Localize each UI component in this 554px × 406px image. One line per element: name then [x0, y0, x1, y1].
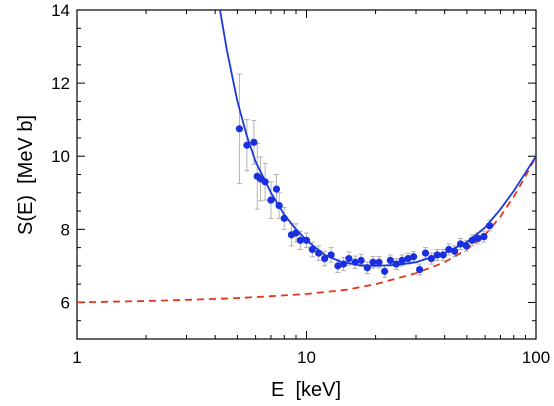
y-tick-label: 14	[51, 1, 70, 20]
data-point	[292, 229, 300, 237]
y-axis-title: S(E) [MeV b]	[15, 115, 37, 235]
data-point	[327, 251, 335, 259]
fit-curve	[219, 10, 536, 267]
data-point	[468, 236, 476, 244]
data-point	[480, 233, 488, 241]
data-point	[445, 245, 453, 254]
data-point	[421, 249, 430, 257]
data-point	[243, 141, 251, 149]
data-point	[415, 265, 424, 274]
x-axis-title: E [keV]	[271, 379, 341, 401]
dashed-curve	[77, 155, 536, 304]
data-point	[433, 251, 441, 259]
y-axis-ticks: 6 8 10 12 14	[51, 1, 536, 340]
y-tick-label: 12	[51, 74, 70, 93]
data-point	[308, 245, 316, 254]
data-point	[451, 247, 459, 255]
x-tick-label: 100	[522, 348, 550, 367]
y-tick-label: 10	[51, 147, 70, 166]
data-point	[439, 251, 447, 259]
x-tick-label: 10	[297, 348, 316, 367]
data-point	[410, 253, 418, 261]
data-point	[261, 178, 269, 186]
data-point	[296, 236, 304, 244]
data-point	[392, 260, 400, 268]
y-tick-label: 6	[61, 293, 70, 312]
data-point	[280, 214, 288, 222]
x-tick-label: 1	[72, 348, 81, 367]
y-tick-label: 8	[61, 220, 70, 239]
data-point	[321, 254, 329, 263]
data-point	[302, 236, 311, 244]
data-point	[351, 258, 359, 266]
data-point	[345, 254, 353, 263]
fit-curve-path	[219, 10, 536, 267]
data-point	[427, 254, 435, 263]
data-point	[375, 258, 383, 266]
data-points	[235, 125, 494, 275]
data-point	[386, 256, 394, 265]
data-point	[462, 242, 470, 250]
data-point	[398, 256, 406, 265]
data-point	[363, 264, 371, 272]
data-point	[315, 249, 323, 257]
data-point	[235, 125, 243, 133]
data-point	[474, 234, 482, 243]
data-point	[404, 254, 412, 263]
data-point	[357, 256, 365, 265]
data-point	[334, 262, 342, 270]
data-point	[381, 267, 389, 275]
data-point	[369, 258, 377, 266]
data-point	[339, 260, 348, 268]
data-point	[267, 196, 275, 204]
x-axis-ticks: 1 10 100	[72, 10, 550, 367]
data-point	[250, 138, 258, 146]
plot-frame	[76, 9, 537, 340]
dashed-curve-path	[77, 155, 536, 304]
data-point	[456, 240, 465, 248]
data-point	[272, 185, 281, 193]
data-point	[275, 201, 283, 210]
error-bars	[236, 73, 493, 278]
data-point	[486, 222, 494, 230]
axis-frame	[76, 9, 537, 340]
